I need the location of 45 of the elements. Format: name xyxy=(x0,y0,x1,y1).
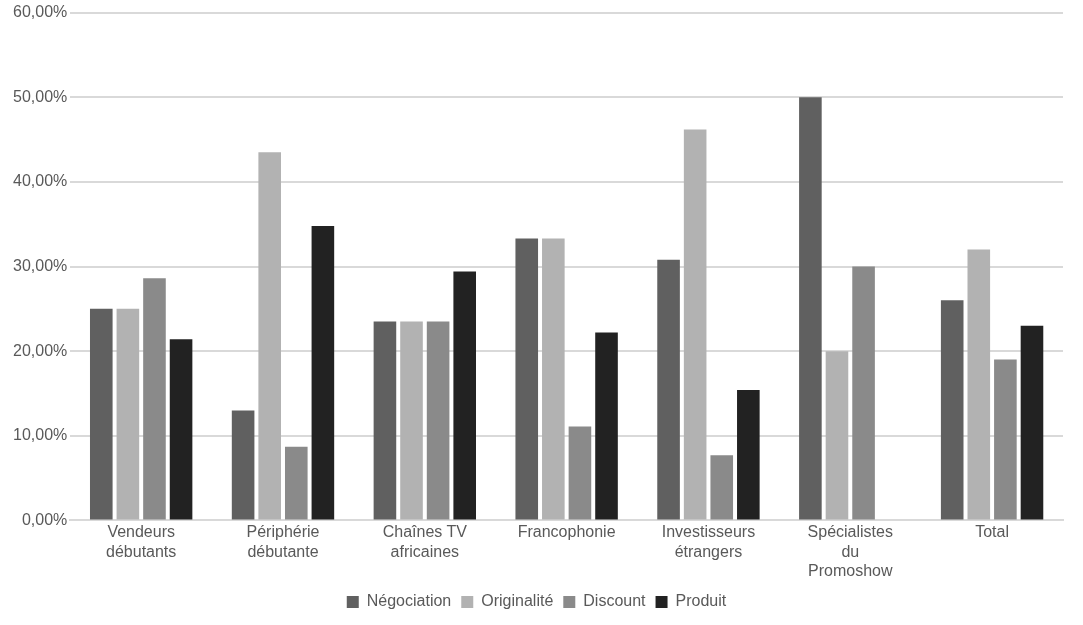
bar xyxy=(426,321,450,520)
bar xyxy=(542,238,565,520)
bar xyxy=(400,321,423,520)
legend-label: Produit xyxy=(675,592,727,610)
bar xyxy=(568,426,592,520)
bar xyxy=(1020,325,1044,520)
bar xyxy=(89,308,113,520)
bar xyxy=(143,278,166,520)
x-tick-label: Périphérie débutante xyxy=(246,523,320,560)
bar xyxy=(116,308,140,520)
legend-label: Originalité xyxy=(481,592,554,610)
bar xyxy=(258,152,281,520)
bar xyxy=(595,332,618,520)
bar xyxy=(311,225,335,520)
legend-label: Négociation xyxy=(366,592,452,610)
y-tick-label: 30,00% xyxy=(13,256,68,274)
bar xyxy=(515,238,539,520)
y-tick-label: 40,00% xyxy=(13,172,68,190)
x-tick-label: Francophonie xyxy=(517,523,616,541)
bar xyxy=(994,359,1017,520)
bar xyxy=(737,390,760,520)
x-tick-label: Spécialistes du Promoshow xyxy=(807,523,893,579)
y-tick-label: 20,00% xyxy=(13,341,68,359)
bar xyxy=(967,249,991,520)
bar xyxy=(231,410,255,520)
y-tick-label: 0,00% xyxy=(21,510,68,528)
bar xyxy=(453,271,476,520)
bar xyxy=(169,339,193,520)
bar xyxy=(825,351,849,520)
bar xyxy=(373,321,397,520)
x-tick-label: Total xyxy=(975,523,1009,541)
y-tick-label: 10,00% xyxy=(13,426,68,444)
bar xyxy=(683,129,707,520)
bar xyxy=(284,446,308,520)
y-tick-label: 50,00% xyxy=(13,87,68,105)
bar xyxy=(710,455,734,520)
x-tick-label: Vendeurs débutants xyxy=(106,523,177,560)
bar xyxy=(799,97,822,520)
bar xyxy=(657,259,680,520)
x-tick-label: Chaînes TV africaines xyxy=(382,523,468,560)
bar xyxy=(852,266,875,520)
x-tick-label: Investisseurs étrangers xyxy=(661,523,756,560)
legend-label: Discount xyxy=(583,592,647,610)
bar xyxy=(940,300,964,520)
y-tick-label: 60,00% xyxy=(13,3,68,21)
